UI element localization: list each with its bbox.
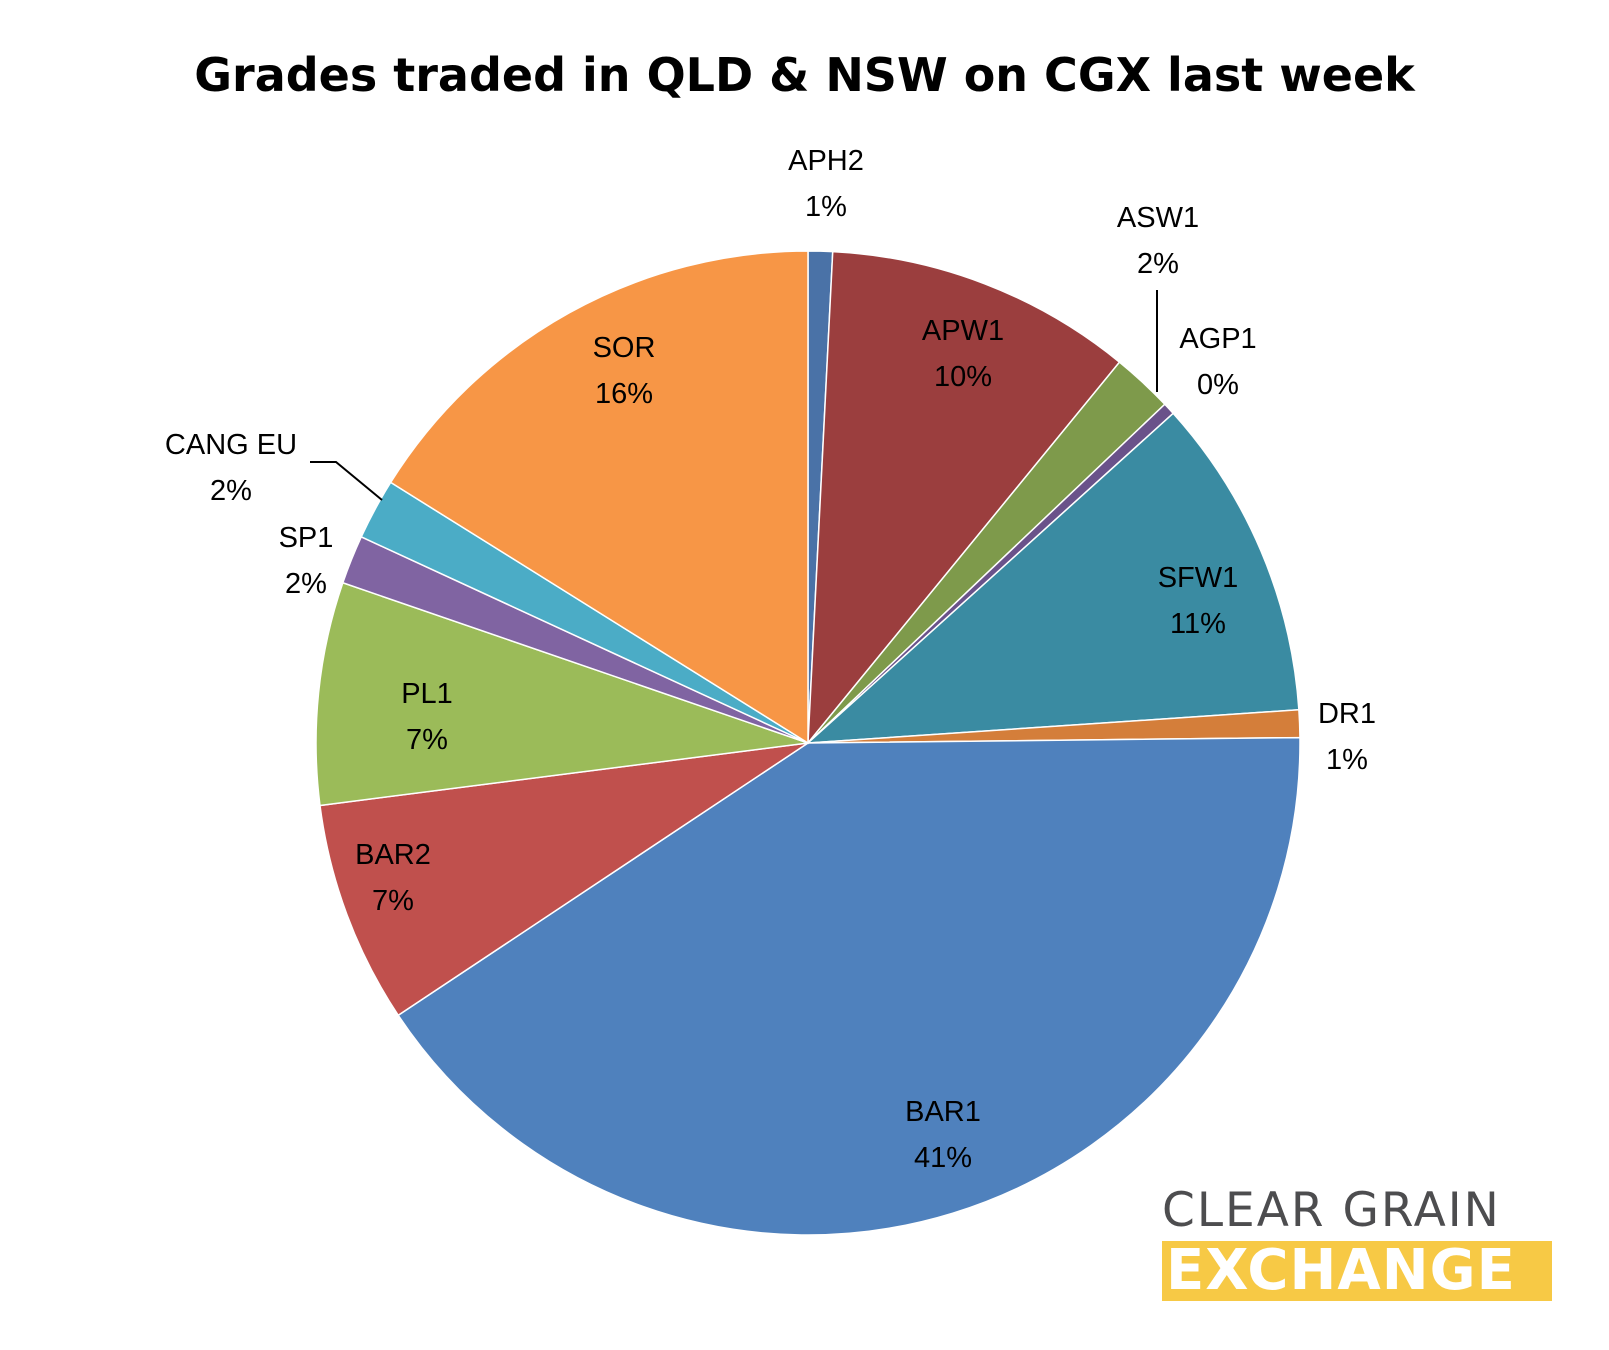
slice-label-aph2: APH2 (788, 145, 864, 177)
slice-percent-dr1: 1% (1326, 744, 1368, 776)
slice-label-agp1: AGP1 (1179, 323, 1256, 355)
slice-label-sp1: SP1 (279, 522, 334, 554)
pie-slice-apw1 (807, 250, 1121, 746)
slice-label-bar2: BAR2 (355, 839, 431, 871)
leader-line-cang-eu (310, 461, 383, 501)
chart-title: Grades traded in QLD & NSW on CGX last w… (194, 48, 1415, 102)
slice-percent-cang-eu: 2% (210, 475, 252, 507)
slice-percent-aph2: 1% (805, 191, 847, 223)
clear-grain-exchange-logo: CLEAR GRAIN EXCHANGE (1162, 1185, 1552, 1301)
pie-slice-bar2 (319, 742, 809, 1017)
slice-percent-sfw1: 11% (1170, 608, 1226, 640)
slice-percent-agp1: 0% (1197, 369, 1239, 401)
pie-slice-sfw1 (805, 412, 1300, 744)
slice-label-pl1: PL1 (401, 678, 453, 710)
slice-percent-bar1: 41% (914, 1142, 972, 1174)
slice-percent-bar2: 7% (372, 885, 414, 917)
pie-slice-pl1 (315, 581, 809, 807)
slice-percent-sor: 16% (595, 378, 653, 410)
logo-line-1: CLEAR GRAIN (1162, 1183, 1501, 1238)
slice-label-asw1: ASW1 (1117, 202, 1199, 234)
slice-label-cang-eu: CANG EU (165, 429, 297, 461)
slice-label-bar1: BAR1 (905, 1096, 981, 1128)
logo-line-2: EXCHANGE (1162, 1241, 1552, 1301)
pie-slice-sor (389, 250, 809, 745)
slice-label-dr1: DR1 (1318, 698, 1376, 730)
slice-label-apw1: APW1 (922, 315, 1004, 347)
pie-slice-bar1 (397, 736, 1301, 1236)
slice-percent-asw1: 2% (1137, 248, 1179, 280)
slice-label-sor: SOR (593, 332, 656, 364)
slice-percent-sp1: 2% (285, 568, 327, 600)
slice-percent-apw1: 10% (934, 361, 992, 393)
slice-percent-pl1: 7% (406, 724, 448, 756)
slice-label-sfw1: SFW1 (1158, 562, 1239, 594)
